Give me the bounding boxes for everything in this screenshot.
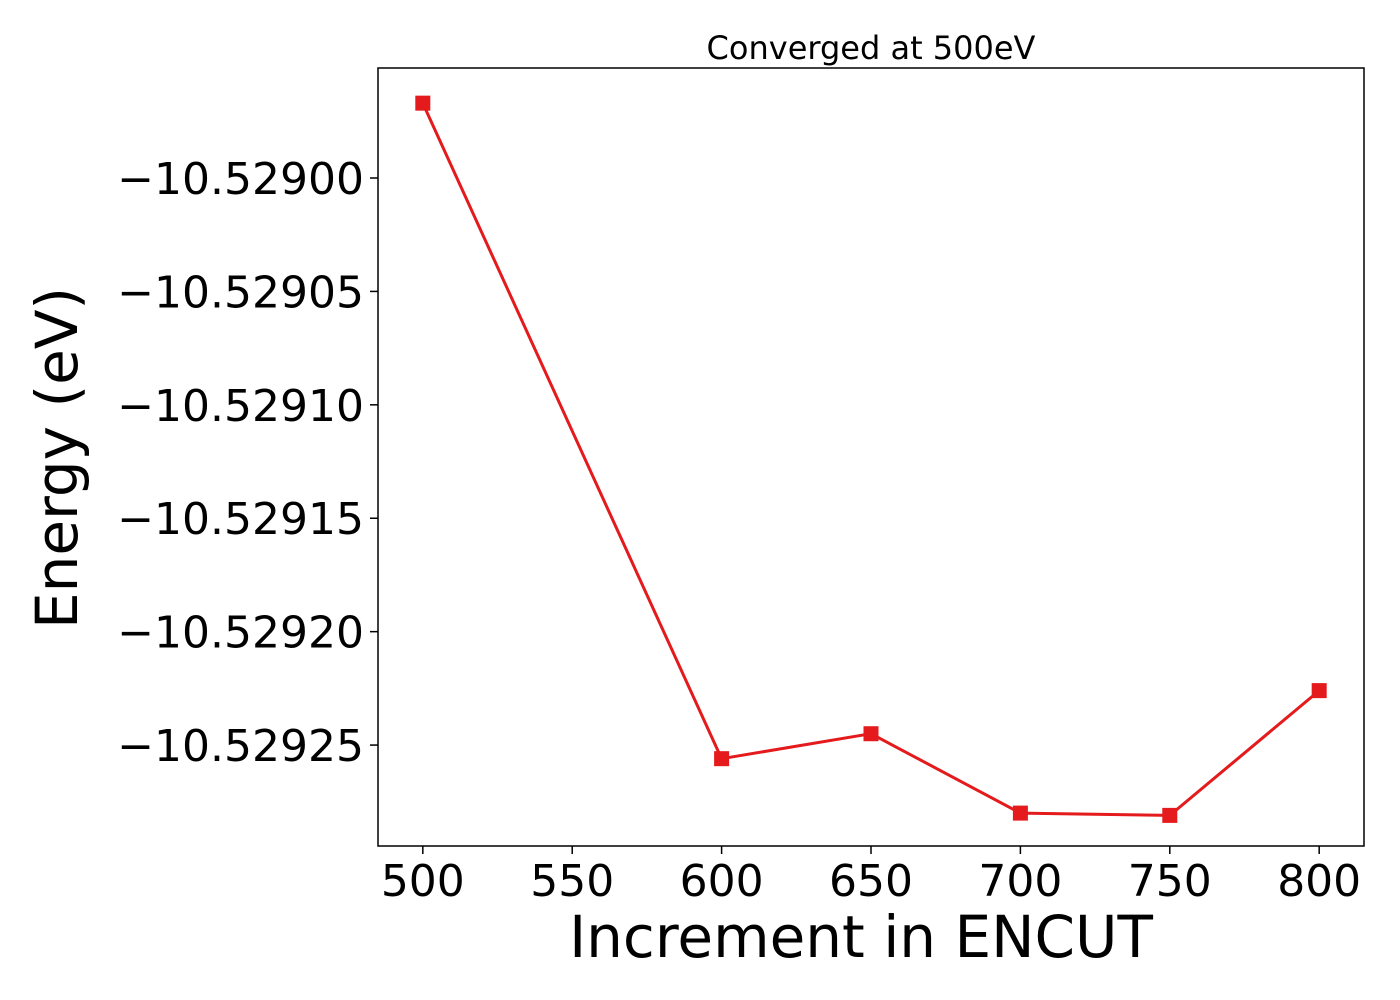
x-tick-label-800: 800 [1277,856,1361,907]
data-point-650 [863,726,879,742]
x-tick-label-500: 500 [381,856,465,907]
y-tick-label-2: −10.52910 [117,381,364,432]
data-point-600 [714,751,730,767]
x-tick-label-550: 550 [530,856,614,907]
x-tick-label-750: 750 [1128,856,1212,907]
data-point-700 [1012,805,1028,821]
x-tick-label-700: 700 [978,856,1062,907]
y-tick-label-4: −10.52920 [117,608,364,659]
data-point-500 [415,95,431,111]
y-tick-label-3: −10.52915 [117,494,364,545]
plot-area: 500 550 600 650 700 750 800 −10.52900 −10.52905 −… [117,67,1365,907]
data-point-800 [1311,683,1327,699]
plot-frame [377,67,1365,847]
series-line-0 [421,102,1321,817]
y-tick-label-1: −10.52905 [117,267,364,318]
y-axis-label: Energy (eV) [23,287,91,629]
y-tick-label-0: −10.52900 [117,154,364,205]
x-tick-label-650: 650 [829,856,913,907]
data-point-750 [1162,807,1178,823]
x-axis-label: Increment in ENCUT [569,903,1153,971]
chart-title: Converged at 500eV [707,29,1036,67]
x-tick-label-600: 600 [680,856,764,907]
y-tick-label-5: −10.52925 [117,721,364,772]
